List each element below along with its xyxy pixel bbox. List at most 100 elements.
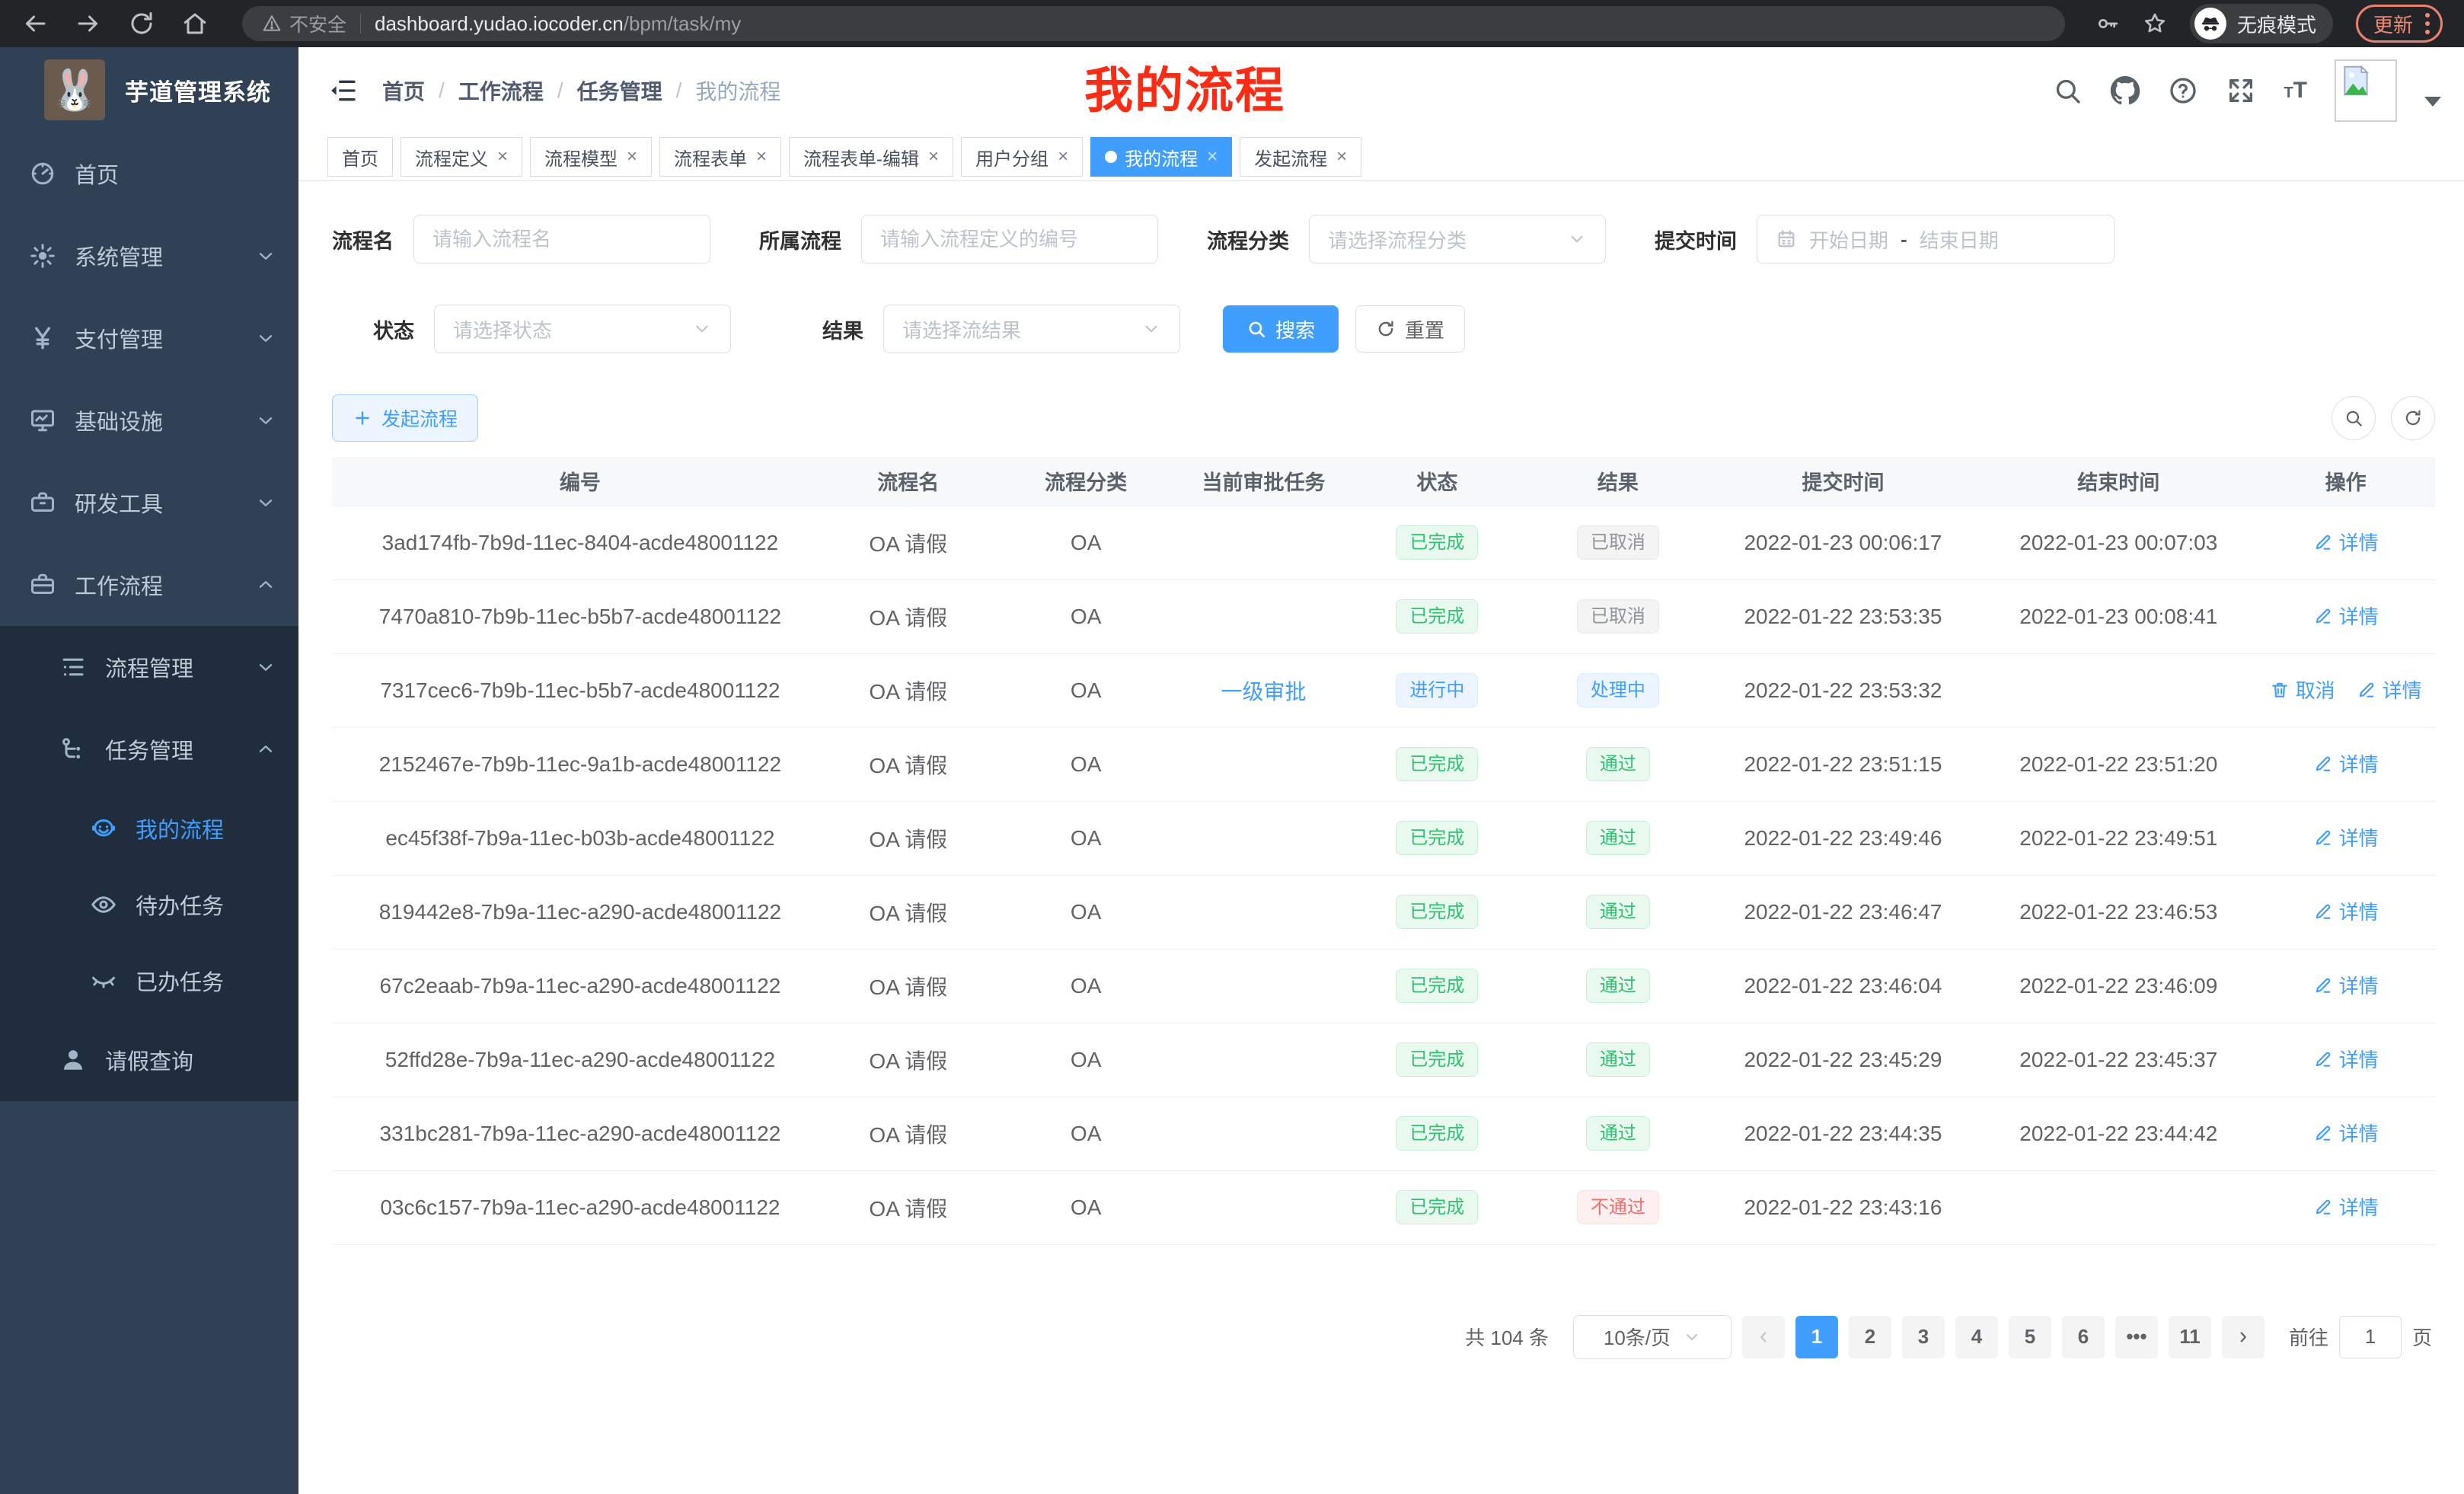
sidebar-item-label: 我的流程 bbox=[136, 819, 225, 843]
address-bar[interactable]: 不安全 dashboard.yudao.iocoder.cn/bpm/task/… bbox=[242, 6, 2065, 41]
fullscreen-icon[interactable] bbox=[2226, 75, 2256, 106]
detail-action-link[interactable]: 详情 bbox=[2313, 749, 2379, 777]
update-button[interactable]: 更新 bbox=[2355, 5, 2443, 43]
calendar-icon bbox=[1778, 230, 1795, 247]
reload-icon[interactable] bbox=[128, 10, 155, 37]
cell-submit-time: 2022-01-22 23:43:16 bbox=[1705, 1170, 1981, 1245]
tab-process-definition[interactable]: 流程定义 × bbox=[401, 137, 523, 177]
detail-action-link[interactable]: 详情 bbox=[2357, 675, 2422, 704]
cell-name: OA 请假 bbox=[828, 579, 988, 654]
tab-process-model[interactable]: 流程模型 × bbox=[530, 137, 653, 177]
sidebar-item-task-manage[interactable]: 任务管理 bbox=[0, 708, 298, 790]
sidebar-item-leave-query[interactable]: 请假查询 bbox=[0, 1019, 298, 1101]
sidebar-item-system[interactable]: 系统管理 bbox=[0, 215, 298, 297]
more-pages-button[interactable]: ••• bbox=[2115, 1315, 2158, 1358]
page-button-11[interactable]: 11 bbox=[2168, 1315, 2211, 1358]
chevron-down-icon bbox=[256, 657, 276, 677]
tab-my-process[interactable]: 我的流程 × bbox=[1090, 137, 1233, 177]
close-icon[interactable]: × bbox=[1336, 146, 1348, 167]
cancel-action-link[interactable]: 取消 bbox=[2270, 675, 2335, 704]
detail-action-link[interactable]: 详情 bbox=[2313, 528, 2379, 556]
close-icon[interactable]: × bbox=[1207, 146, 1218, 167]
detail-action-link[interactable]: 详情 bbox=[2313, 602, 2379, 630]
cell-name: OA 请假 bbox=[828, 727, 988, 802]
tab-home[interactable]: 首页 bbox=[327, 137, 393, 177]
page-button-2[interactable]: 2 bbox=[1848, 1315, 1891, 1358]
page-button-3[interactable]: 3 bbox=[1901, 1315, 1945, 1358]
refresh-table-button[interactable] bbox=[2391, 396, 2435, 440]
close-icon[interactable]: × bbox=[627, 146, 638, 167]
goto-page-input[interactable] bbox=[2338, 1315, 2402, 1358]
next-page-button[interactable] bbox=[2221, 1315, 2265, 1358]
detail-action-link[interactable]: 详情 bbox=[2313, 1119, 2379, 1147]
chevron-down-icon bbox=[1571, 235, 1583, 243]
sidebar-item-devtools[interactable]: 研发工具 bbox=[0, 461, 298, 544]
create-process-button[interactable]: 发起流程 bbox=[332, 394, 479, 442]
bookmark-star-icon[interactable] bbox=[2143, 11, 2167, 36]
search-button[interactable]: 搜索 bbox=[1223, 305, 1339, 353]
sidebar-item-workflow[interactable]: 工作流程 bbox=[0, 544, 298, 626]
sidebar-item-home[interactable]: 首页 bbox=[0, 132, 298, 215]
close-icon[interactable]: × bbox=[756, 146, 768, 167]
process-input[interactable] bbox=[880, 227, 1139, 251]
forward-icon[interactable] bbox=[75, 10, 102, 37]
breadcrumb-item[interactable]: 工作流程 bbox=[458, 79, 544, 104]
result-badge: 通过 bbox=[1585, 821, 1650, 855]
category-select[interactable]: 请选择流程分类 bbox=[1309, 215, 1606, 263]
status-badge: 进行中 bbox=[1396, 673, 1479, 707]
cell-task bbox=[1183, 727, 1344, 802]
avatar-caret-icon[interactable] bbox=[2424, 97, 2441, 107]
result-select[interactable]: 请选择流结果 bbox=[883, 305, 1180, 353]
help-icon[interactable] bbox=[2168, 75, 2198, 106]
name-input[interactable] bbox=[432, 227, 691, 251]
avatar[interactable] bbox=[2335, 59, 2397, 122]
close-icon[interactable]: × bbox=[497, 146, 509, 167]
back-icon[interactable] bbox=[21, 10, 49, 37]
reset-button[interactable]: 重置 bbox=[1355, 305, 1466, 353]
sidebar-item-my-process[interactable]: 我的流程 bbox=[0, 790, 298, 867]
github-icon[interactable] bbox=[2110, 75, 2140, 106]
sidebar-item-done-task[interactable]: 已办任务 bbox=[0, 943, 298, 1019]
search-icon[interactable] bbox=[2052, 75, 2083, 106]
page-button-6[interactable]: 6 bbox=[2061, 1315, 2105, 1358]
detail-action-link[interactable]: 详情 bbox=[2313, 1192, 2379, 1221]
prev-page-button[interactable] bbox=[1741, 1315, 1785, 1358]
date-range-picker[interactable]: 开始日期 - 结束日期 bbox=[1757, 215, 2115, 263]
cell-id: 819442e8-7b9a-11ec-a290-acde48001122 bbox=[332, 875, 828, 950]
detail-action-link[interactable]: 详情 bbox=[2313, 1045, 2379, 1073]
sidebar-item-infra[interactable]: 基础设施 bbox=[0, 379, 298, 461]
breadcrumb-item[interactable]: 首页 bbox=[382, 79, 426, 104]
browser-menu-icon[interactable] bbox=[2425, 13, 2430, 34]
home-icon[interactable] bbox=[181, 10, 209, 37]
logo-row[interactable]: 🐰 芋道管理系统 bbox=[0, 47, 298, 132]
detail-action-link[interactable]: 详情 bbox=[2313, 971, 2379, 999]
tab-process-form[interactable]: 流程表单 × bbox=[659, 137, 782, 177]
broken-image-icon bbox=[2344, 64, 2369, 95]
detail-action-link[interactable]: 详情 bbox=[2313, 897, 2379, 925]
content: 流程名 所属流程 流程分类 请选择流程分类 提交时间 bbox=[298, 181, 2464, 1494]
page-button-4[interactable]: 4 bbox=[1955, 1315, 1998, 1358]
fontsize-icon[interactable]: TT bbox=[2284, 77, 2307, 103]
close-icon[interactable]: × bbox=[1058, 146, 1069, 167]
breadcrumb-item[interactable]: 任务管理 bbox=[576, 79, 662, 104]
sidebar-item-payment[interactable]: 支付管理 bbox=[0, 297, 298, 379]
sidebar-fold-icon[interactable] bbox=[327, 75, 358, 106]
page-button-5[interactable]: 5 bbox=[2008, 1315, 2051, 1358]
detail-action-link[interactable]: 详情 bbox=[2313, 823, 2379, 851]
current-task-link[interactable]: 一级审批 bbox=[1221, 679, 1307, 704]
sidebar-item-todo-task[interactable]: 待办任务 bbox=[0, 867, 298, 943]
result-badge: 处理中 bbox=[1576, 673, 1659, 707]
filter-row-2: 状态 请选择状态 结果 请选择流结果 搜索 bbox=[332, 305, 2435, 353]
close-icon[interactable]: × bbox=[928, 146, 940, 167]
password-key-icon[interactable] bbox=[2095, 11, 2120, 36]
tab-process-form-edit[interactable]: 流程表单-编辑 × bbox=[789, 137, 954, 177]
tab-user-group[interactable]: 用户分组 × bbox=[961, 137, 1084, 177]
cell-actions: 详情 bbox=[2256, 875, 2435, 950]
page-size-select[interactable]: 10条/页 bbox=[1572, 1314, 1732, 1359]
tab-start-process[interactable]: 发起流程 × bbox=[1240, 137, 1362, 177]
sidebar-item-process-manage[interactable]: 流程管理 bbox=[0, 626, 298, 708]
page-button-1[interactable]: 1 bbox=[1795, 1315, 1838, 1358]
show-search-button[interactable] bbox=[2332, 396, 2376, 440]
status-select[interactable]: 请选择状态 bbox=[434, 305, 731, 353]
cell-result: 已取消 bbox=[1530, 579, 1706, 654]
